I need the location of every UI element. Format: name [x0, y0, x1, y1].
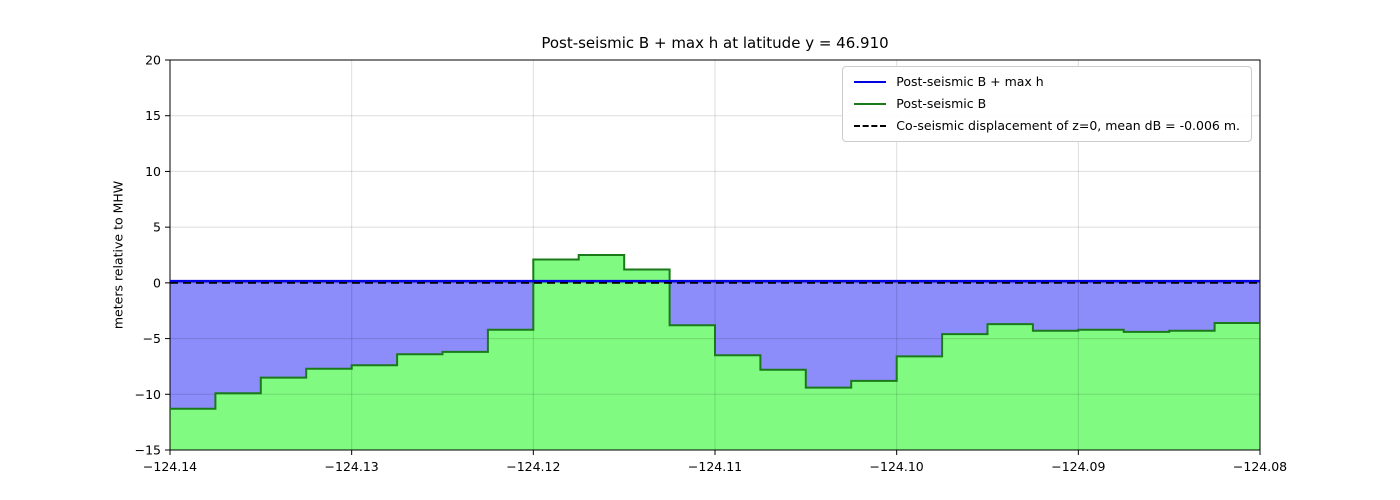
y-tick-label: 0 — [153, 275, 161, 290]
y-tick-label: 10 — [145, 164, 161, 179]
x-tick-label: −124.11 — [688, 459, 742, 474]
y-tick-label: −15 — [135, 443, 161, 458]
dashed-line-sample-icon — [854, 125, 887, 127]
legend-label: Co-seismic displacement of z=0, mean dB … — [896, 118, 1240, 133]
y-tick-label: 15 — [145, 108, 161, 123]
x-tick-label: −124.14 — [143, 459, 197, 474]
chart-title: Post-seismic B + max h at latitude y = 4… — [541, 34, 889, 52]
blue-line-sample-icon — [854, 80, 887, 84]
green-line-sample-icon — [854, 102, 887, 106]
x-tick-label: −124.12 — [506, 459, 560, 474]
y-tick-label: −10 — [135, 387, 161, 402]
legend-item-post-seismic-b-max-h: Post-seismic B + max h — [854, 74, 1240, 90]
x-tick-label: −124.09 — [1051, 459, 1105, 474]
legend-label: Post-seismic B — [896, 96, 987, 111]
x-tick-label: −124.10 — [870, 459, 924, 474]
y-tick-label: 5 — [153, 220, 161, 235]
legend: Post-seismic B + max h Post-seismic B Co… — [842, 66, 1252, 142]
legend-label: Post-seismic B + max h — [896, 74, 1044, 89]
legend-item-co-seismic-displacement: Co-seismic displacement of z=0, mean dB … — [854, 118, 1240, 134]
x-tick-label: −124.13 — [325, 459, 379, 474]
legend-item-post-seismic-b: Post-seismic B — [854, 96, 1240, 112]
y-axis-label: meters relative to MHW — [110, 180, 126, 330]
x-tick-label: −124.08 — [1233, 459, 1287, 474]
y-tick-label: −5 — [143, 331, 161, 346]
post-seismic-b-line — [170, 254, 1260, 410]
y-tick-label: 20 — [145, 53, 161, 68]
